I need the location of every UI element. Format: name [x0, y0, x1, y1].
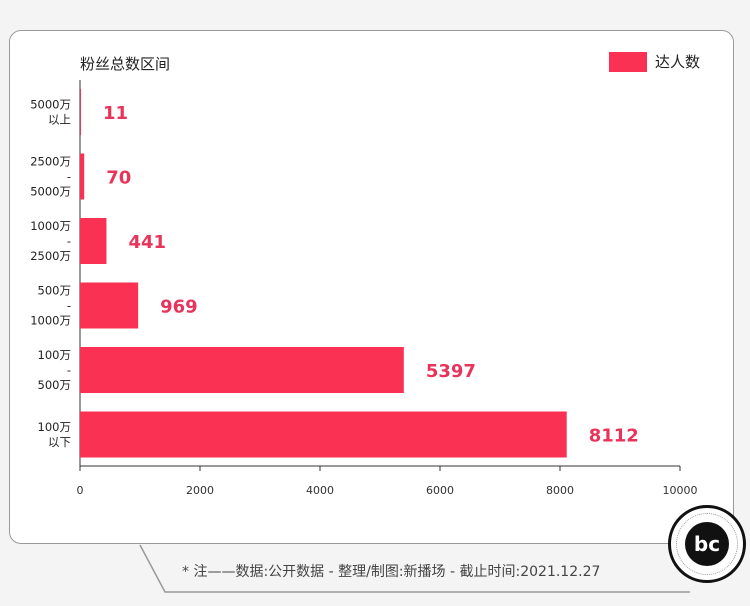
x-tick-label: 8000	[546, 484, 574, 497]
bar	[80, 411, 567, 458]
y-tick-label: -	[67, 234, 71, 248]
bar	[80, 282, 139, 329]
brand-logo: bc	[668, 505, 746, 583]
data-label: 8112	[589, 426, 639, 447]
y-tick-label: 500万	[38, 378, 71, 392]
y-tick-label: -	[67, 363, 71, 377]
chart-title: 粉丝总数区间	[80, 55, 171, 73]
legend-label: 达人数	[655, 53, 701, 71]
x-tick-label: 2000	[186, 484, 214, 497]
y-tick-label: 1000万	[30, 219, 71, 233]
y-tick-label: 5000万	[30, 185, 71, 199]
bar	[80, 347, 404, 393]
y-tick-label: -	[67, 299, 71, 313]
x-tick-label: 6000	[426, 484, 454, 497]
y-tick-label: -	[67, 170, 71, 184]
y-tick-label: 100万	[38, 420, 71, 434]
y-tick-label: 500万	[38, 284, 71, 298]
data-label: 969	[160, 297, 198, 318]
x-tick-label: 0	[77, 484, 84, 497]
bar	[80, 218, 107, 264]
data-label: 5397	[426, 361, 476, 382]
y-tick-label: 2500万	[30, 249, 71, 263]
y-tick-label: 以上	[48, 113, 71, 127]
data-label: 11	[103, 103, 128, 124]
y-tick-label: 5000万	[30, 98, 71, 112]
bar	[80, 89, 81, 135]
y-tick-label: 以下	[48, 435, 71, 449]
data-label: 70	[106, 168, 131, 189]
y-tick-label: 1000万	[30, 314, 71, 328]
legend-swatch	[609, 51, 647, 72]
data-label: 441	[128, 232, 166, 253]
bar	[80, 153, 85, 200]
x-tick-label: 4000	[306, 484, 334, 497]
legend: 达人数	[609, 51, 700, 72]
footer-note: * 注——数据:公开数据 - 整理/制图:新播场 - 截止时间:2021.12.…	[182, 564, 601, 580]
y-tick-label: 2500万	[30, 155, 71, 169]
x-tick-label: 10000	[663, 484, 698, 497]
y-tick-label: 100万	[38, 348, 71, 362]
